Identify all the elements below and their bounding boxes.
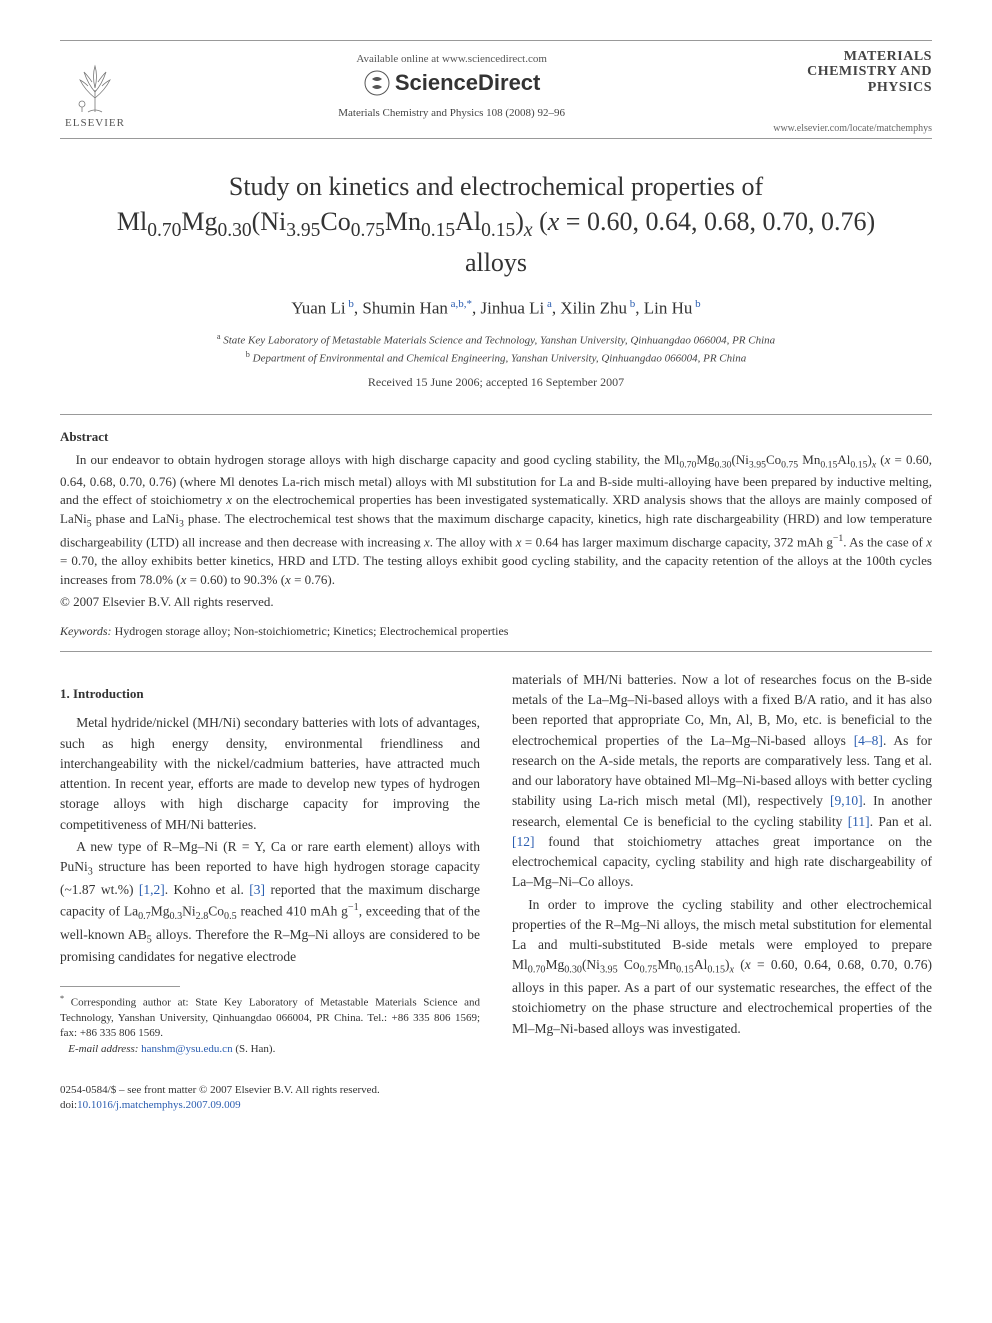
footer-doi: doi:10.1016/j.matchemphys.2007.09.009 [60, 1098, 932, 1113]
left-column: 1. Introduction Metal hydride/nickel (MH… [60, 670, 480, 1057]
header-center: Available online at www.sciencedirect.co… [338, 49, 565, 119]
journal-title-line: CHEMISTRY AND [807, 64, 932, 79]
right-column: materials of MH/Ni batteries. Now a lot … [512, 670, 932, 1057]
footer-block: 0254-0584/$ – see front matter © 2007 El… [60, 1083, 932, 1114]
body-columns: 1. Introduction Metal hydride/nickel (MH… [60, 670, 932, 1057]
divider [60, 414, 932, 415]
journal-title-block: MATERIALS CHEMISTRY AND PHYSICS [807, 49, 932, 95]
journal-title-line: PHYSICS [807, 80, 932, 95]
elsevier-label: ELSEVIER [65, 117, 125, 129]
keywords-line: Keywords: Hydrogen storage alloy; Non-st… [60, 624, 932, 639]
corresponding-text: Corresponding author at: State Key Labor… [60, 996, 480, 1039]
email-link[interactable]: hanshm@ysu.edu.cn [141, 1043, 232, 1055]
body-paragraph: In order to improve the cycling stabilit… [512, 895, 932, 1039]
elsevier-logo: ELSEVIER [60, 49, 130, 129]
keywords-label: Keywords: [60, 624, 112, 638]
footer-copyright: 0254-0584/$ – see front matter © 2007 El… [60, 1083, 932, 1098]
corresponding-footnote: * Corresponding author at: State Key Lab… [60, 993, 480, 1042]
email-footnote: E-mail address: hanshm@ysu.edu.cn (S. Ha… [60, 1042, 480, 1057]
page-container: ELSEVIER Available online at www.science… [0, 0, 992, 1154]
journal-url: www.elsevier.com/locate/matchemphys [773, 123, 932, 134]
authors-line: Yuan Li b, Shumin Han a,b,*, Jinhua Li a… [60, 298, 932, 319]
journal-title-line: MATERIALS [807, 49, 932, 64]
body-paragraph: A new type of R–Mg–Ni (R = Y, Ca or rare… [60, 837, 480, 968]
divider [60, 651, 932, 652]
keywords-text: Hydrogen storage alloy; Non-stoichiometr… [115, 624, 509, 638]
abstract-copyright: © 2007 Elsevier B.V. All rights reserved… [60, 594, 932, 610]
article-title: Study on kinetics and electrochemical pr… [100, 169, 892, 280]
body-paragraph: materials of MH/Ni batteries. Now a lot … [512, 670, 932, 893]
abstract-heading: Abstract [60, 429, 932, 445]
email-paren: (S. Han). [235, 1043, 275, 1055]
email-label: E-mail address: [68, 1043, 138, 1055]
journal-reference: Materials Chemistry and Physics 108 (200… [338, 107, 565, 119]
body-paragraph: Metal hydride/nickel (MH/Ni) secondary b… [60, 713, 480, 835]
intro-heading: 1. Introduction [60, 684, 480, 704]
doi-link[interactable]: 10.1016/j.matchemphys.2007.09.009 [77, 1099, 240, 1111]
sciencedirect-icon [363, 69, 391, 97]
footnote-separator [60, 986, 180, 987]
article-dates: Received 15 June 2006; accepted 16 Septe… [60, 375, 932, 390]
affiliations: a State Key Laboratory of Metastable Mat… [60, 331, 932, 367]
abstract-text: In our endeavor to obtain hydrogen stora… [60, 451, 932, 590]
header-right: MATERIALS CHEMISTRY AND PHYSICS www.else… [773, 49, 932, 134]
journal-header: ELSEVIER Available online at www.science… [60, 40, 932, 139]
elsevier-tree-icon [70, 60, 120, 115]
publisher-logo-block: ELSEVIER [60, 49, 130, 129]
affiliation-b: b Department of Environmental and Chemic… [60, 349, 932, 367]
sciencedirect-text: ScienceDirect [395, 70, 541, 96]
sciencedirect-logo: ScienceDirect [363, 69, 541, 97]
affiliation-a: a State Key Laboratory of Metastable Mat… [60, 331, 932, 349]
available-online-text: Available online at www.sciencedirect.co… [356, 53, 547, 65]
